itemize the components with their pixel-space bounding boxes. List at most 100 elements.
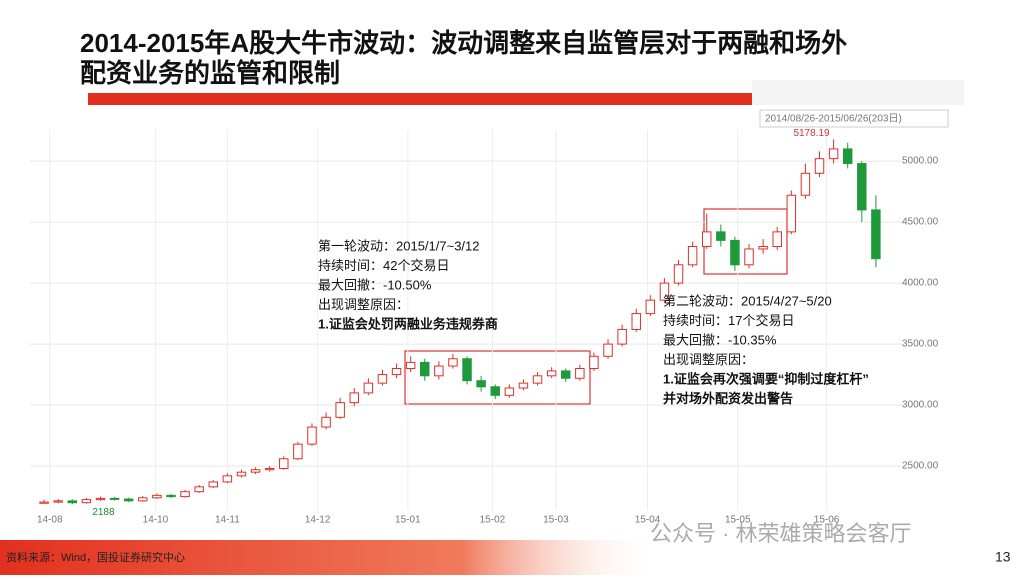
candle-body (307, 426, 317, 445)
candle-body (871, 209, 881, 260)
annotation-line: 持续时间：17个交易日 (663, 313, 794, 328)
candle-body (391, 367, 402, 376)
x-tick-label: 15-01 (395, 515, 421, 526)
range-box (759, 109, 949, 128)
footer-band (0, 540, 660, 575)
title-bar (88, 93, 752, 105)
candle-body (687, 246, 698, 266)
candle-body (814, 158, 825, 174)
candle-body (504, 387, 515, 396)
candle-body (490, 386, 500, 396)
annotation-line: 出现调整原因： (318, 297, 409, 312)
annotation-line: 并对场外配资发出警告 (663, 391, 793, 406)
highlight-box (404, 350, 591, 405)
watermark: 公众号 · 林荣雄策略会客厅 (650, 521, 912, 546)
annotation-line: 第一轮波动：2015/1/7~3/12 (318, 238, 480, 253)
annotation-line: 第二轮波动：2015/4/27~5/20 (663, 293, 832, 308)
candle-body (321, 416, 331, 428)
candle-body (434, 365, 444, 377)
candle-body (448, 358, 458, 367)
candle-body (194, 486, 204, 493)
min-label: 2188 (92, 507, 115, 518)
candle-body (603, 343, 613, 357)
candle-body (377, 374, 388, 384)
x-tick-label: 15-04 (635, 515, 661, 526)
x-tick-label: 14-12 (305, 515, 331, 526)
candle-body (800, 172, 811, 196)
candle-body (659, 282, 670, 301)
title-line: 配资业务的监管和限制 (80, 58, 340, 88)
candle-body (208, 481, 219, 488)
candle-body (293, 443, 303, 460)
x-tick-label: 14-08 (37, 515, 63, 526)
x-tick-label: 15-02 (480, 515, 506, 526)
candle-body (166, 494, 176, 498)
candle-body (123, 498, 134, 502)
candle-body (363, 382, 374, 394)
candle-body (617, 328, 627, 345)
candle-body (631, 313, 641, 330)
annotation-line: 持续时间：42个交易日 (318, 258, 449, 273)
candle-body (758, 246, 768, 250)
candle-body (645, 299, 656, 315)
y-tick-label: 5000.00 (902, 156, 939, 167)
y-tick-label: 2500.00 (902, 461, 939, 472)
x-tick-label: 15-05 (725, 515, 751, 526)
candle-body (857, 163, 867, 211)
candle-body (180, 491, 190, 498)
candle-body (279, 458, 289, 470)
candle-body (561, 370, 571, 379)
y-tick-label: 4000.00 (902, 278, 939, 289)
candle-body (546, 370, 557, 377)
candle-body (95, 497, 106, 501)
candle-body (349, 392, 359, 404)
candle-body (81, 499, 92, 504)
page-number: 13 (995, 549, 1011, 565)
candle-body (264, 468, 275, 471)
candle-body (236, 471, 247, 477)
candle-body (67, 500, 78, 504)
y-tick-label: 3500.00 (902, 339, 939, 350)
candle-body (701, 231, 712, 248)
source: 资料来源：Wind，国投证券研究中心 (6, 550, 185, 564)
candle-body (109, 497, 120, 500)
x-tick-label: 14-10 (143, 515, 169, 526)
annotation-line: 1.证监会再次强调要“抑制过度杠杆” (663, 371, 869, 386)
candle-body (53, 500, 63, 503)
candle-body (420, 361, 430, 377)
candle-body (842, 148, 853, 165)
annotation-line: 出现调整原因： (663, 352, 754, 367)
candle-body (730, 239, 740, 266)
title-line: 2014-2015年A股大牛市波动：波动调整来自监管层对于两融和场外 (80, 28, 847, 58)
candle-body (575, 367, 585, 379)
max-label: 5178.19 (793, 128, 830, 139)
candle-body (673, 264, 684, 284)
candle-body (532, 375, 543, 384)
title-bar-ext (752, 80, 964, 105)
x-tick-label: 14-11 (215, 515, 240, 526)
candle-body (716, 231, 726, 241)
candle-body (152, 494, 162, 499)
candle-body (772, 231, 782, 248)
annotation-line: 最大回撤：-10.50% (318, 277, 432, 292)
candle-body (405, 361, 416, 369)
x-tick-label: 15-06 (814, 515, 840, 526)
candle-body (476, 380, 486, 388)
candle-body (462, 358, 472, 382)
candle-body (589, 355, 599, 369)
candle-body (222, 475, 233, 483)
candle-body (828, 148, 839, 160)
candle-body (250, 469, 261, 473)
candle-body (138, 497, 148, 502)
y-tick-label: 4500.00 (902, 217, 939, 228)
annotation-line: 1.证监会处罚两融业务违规券商 (318, 316, 498, 331)
annotation-line: 最大回撤：-10.35% (663, 332, 777, 347)
candle-body (39, 501, 49, 504)
candle-body (786, 194, 797, 233)
candle-body (744, 248, 754, 266)
x-tick-label: 15-03 (543, 515, 569, 526)
candle-body (335, 402, 345, 418)
range-label: 2014/08/26-2015/06/26(203日) (765, 114, 902, 125)
y-tick-label: 3000.00 (902, 400, 939, 411)
